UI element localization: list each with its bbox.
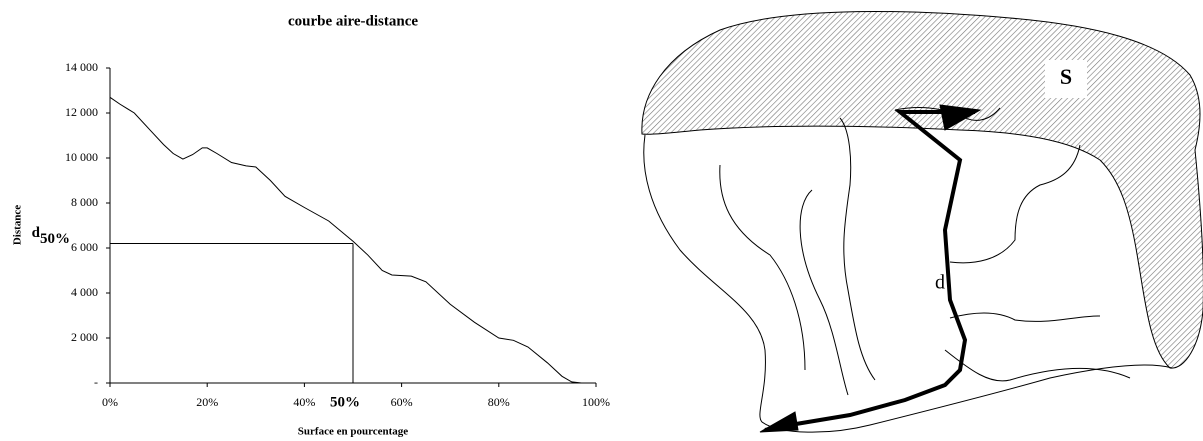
y-tick-label: 10 000 (65, 150, 98, 164)
x-tick-label: 100% (582, 395, 610, 409)
tributary (945, 350, 1130, 381)
tributary (800, 190, 848, 395)
y-tick-label: 2 000 (71, 330, 98, 344)
y-tick-label: 14 000 (65, 60, 98, 74)
y-tick-label: 4 000 (71, 285, 98, 299)
tributary (950, 145, 1080, 263)
x-tick-label: 0% (102, 395, 118, 409)
x-tick-label: 80% (488, 395, 510, 409)
y-tick-label: 12 000 (65, 105, 98, 119)
x-tick-label: 40% (293, 395, 315, 409)
area-label: S (1060, 64, 1072, 89)
x-tick-label: 60% (391, 395, 413, 409)
tributary (840, 118, 875, 380)
x-tick-label: 20% (196, 395, 218, 409)
y-axis-label: Distance (12, 205, 24, 245)
basin-outline (644, 135, 1172, 432)
y-tick-label: - (94, 375, 98, 389)
reference-x-label: 50% (330, 394, 360, 410)
y-tick-label: 6 000 (71, 240, 98, 254)
page: courbe aire-distance Distance Surface en… (0, 0, 1203, 441)
arrow-head (760, 412, 798, 432)
diagram (642, 11, 1203, 432)
distance-label: d (935, 272, 945, 294)
y-tick-label: 8 000 (71, 195, 98, 209)
tributary (950, 313, 1100, 322)
x-axis-label: Surface en pourcentage (298, 426, 409, 438)
chart-title: courbe aire-distance (288, 13, 418, 29)
reference-y-label-sub: 50% (40, 231, 70, 247)
shaded-area (642, 11, 1203, 368)
